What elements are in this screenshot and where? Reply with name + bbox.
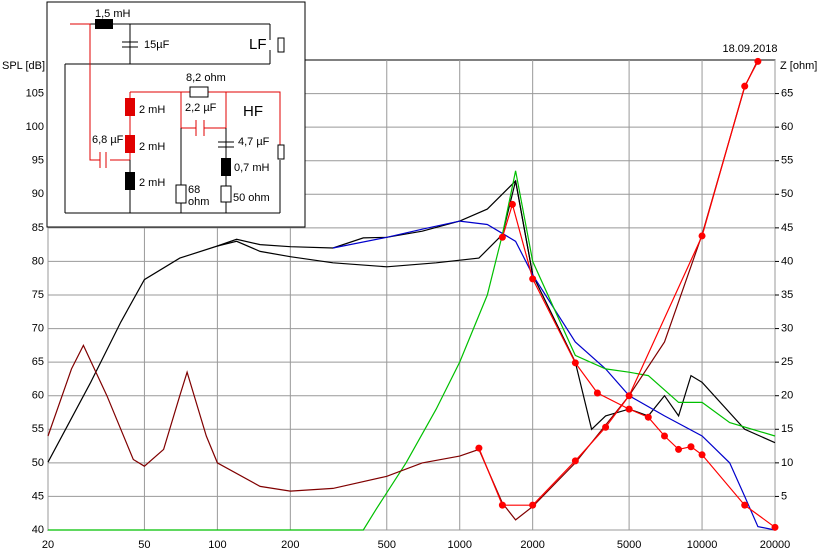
marker <box>498 501 506 509</box>
y2-tick-label: 40 <box>781 255 793 267</box>
y2-tick-label: 15 <box>781 423 793 435</box>
schematic-label: ohm <box>188 196 209 208</box>
marker <box>644 413 652 421</box>
x-tick-label: 2000 <box>520 539 544 551</box>
marker <box>741 82 749 90</box>
marker <box>698 232 706 240</box>
schematic: 1,5 mH 15µF LF 8,2 ohm 2 mH 2,2 µF HF 6,… <box>46 1 306 228</box>
schematic-label: 2 mH <box>139 141 165 153</box>
schematic-label: 6,8 µF <box>92 134 124 146</box>
y-tick-label: 85 <box>32 222 44 234</box>
y-axis-label: SPL [dB] <box>2 60 45 72</box>
curve <box>332 220 776 531</box>
y2-tick-label: 10 <box>781 457 793 469</box>
marker <box>508 200 516 208</box>
schematic-label: 68 <box>188 184 200 196</box>
marker <box>529 501 537 509</box>
schematic-label: HF <box>243 103 263 120</box>
marker <box>475 444 483 452</box>
marker <box>625 392 633 400</box>
x-tick-label: 20000 <box>760 539 791 551</box>
x-tick-label: 200 <box>281 539 299 551</box>
schematic-label: 4,7 µF <box>238 136 270 148</box>
y2-tick-label: 60 <box>781 121 793 133</box>
marker <box>675 445 683 453</box>
marker <box>571 359 579 367</box>
marker <box>754 57 762 65</box>
schematic-label: 0,7 mH <box>234 162 270 174</box>
y-tick-label: 60 <box>32 390 44 402</box>
y2-tick-label: 5 <box>781 490 787 502</box>
y-tick-label: 75 <box>32 289 44 301</box>
schematic-label: 2,2 µF <box>185 102 217 114</box>
curve <box>217 180 534 276</box>
curve <box>47 179 776 463</box>
x-tick-label: 100 <box>208 539 226 551</box>
marker <box>741 501 749 509</box>
marker <box>593 389 601 397</box>
y-tick-label: 70 <box>32 322 44 334</box>
y2-tick-label: 25 <box>781 356 793 368</box>
schematic-label: 8,2 ohm <box>186 72 226 84</box>
y-tick-label: 40 <box>32 524 44 536</box>
schematic-label: 2 mH <box>139 177 165 189</box>
schematic-label: 50 ohm <box>233 192 270 204</box>
x-tick-label: 500 <box>378 539 396 551</box>
marker <box>687 443 695 451</box>
y2-tick-label: 30 <box>781 322 793 334</box>
marker <box>571 457 579 465</box>
y-tick-label: 80 <box>32 255 44 267</box>
y-tick-label: 50 <box>32 457 44 469</box>
y-tick-label: 65 <box>32 356 44 368</box>
y2-tick-label: 20 <box>781 390 793 402</box>
marker <box>771 523 779 531</box>
x-tick-label: 10000 <box>687 539 718 551</box>
x-tick-label: 20 <box>42 539 54 551</box>
marker <box>498 233 506 241</box>
y-tick-label: 105 <box>26 87 44 99</box>
x-tick-label: 50 <box>138 539 150 551</box>
marker <box>602 423 610 431</box>
y2-tick-label: 55 <box>781 155 793 167</box>
chart-title: 18.09.2018 <box>722 43 777 55</box>
y-tick-label: 95 <box>32 155 44 167</box>
schematic-label: 2 mH <box>139 104 165 116</box>
y2-tick-label: 65 <box>781 87 793 99</box>
y-tick-label: 100 <box>26 121 44 133</box>
y2-tick-label: 35 <box>781 289 793 301</box>
marker <box>625 405 633 413</box>
curve <box>47 59 759 521</box>
schematic-label: LF <box>249 36 267 53</box>
y2-axis-label: Z [ohm] <box>780 60 817 72</box>
schematic-label: 1,5 mH <box>95 8 131 20</box>
schematic-label: 15µF <box>144 39 170 51</box>
y-tick-label: 90 <box>32 188 44 200</box>
marker <box>661 432 669 440</box>
marker <box>529 275 537 283</box>
x-tick-label: 5000 <box>617 539 641 551</box>
y-tick-label: 45 <box>32 490 44 502</box>
y-tick-label: 55 <box>32 423 44 435</box>
marker <box>698 451 706 459</box>
y2-tick-label: 50 <box>781 188 793 200</box>
x-tick-label: 1000 <box>447 539 471 551</box>
y2-tick-label: 45 <box>781 222 793 234</box>
